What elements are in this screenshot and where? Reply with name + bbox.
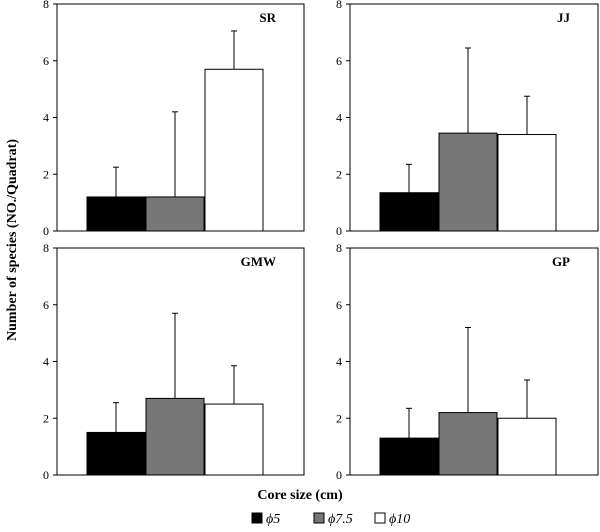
bar-sr-1: [86, 196, 146, 232]
y-tick-label: 2: [43, 167, 49, 181]
bar-gp-2: [438, 412, 498, 476]
y-tick-label: 4: [43, 111, 49, 125]
bar-gmw-3: [204, 403, 264, 476]
panel-label: GP: [552, 254, 570, 269]
y-tick-label: 4: [336, 111, 342, 125]
y-tick-label: 0: [43, 224, 49, 238]
legend-swatch: [313, 512, 325, 524]
legend-label: ϕ10: [389, 512, 410, 527]
bar-sr-3: [204, 68, 264, 232]
bar-jj-2: [438, 132, 498, 232]
legend-label: ϕ7.5: [328, 512, 353, 527]
panel-jj: 0 2 4 6 8 JJ: [336, 0, 599, 238]
bar-gp-3: [497, 417, 557, 476]
legend-item-1: ϕ5: [251, 512, 280, 527]
y-axis-title: Number of species (NO./Quadrat): [5, 139, 20, 341]
y-tick-label: 8: [336, 0, 342, 11]
legend-swatch: [251, 512, 263, 524]
y-tick-label: 4: [336, 355, 342, 369]
panel-label: GMW: [241, 254, 276, 269]
bar-gmw-2: [145, 397, 205, 476]
y-tick-label: 6: [43, 298, 49, 312]
legend-item-3: ϕ10: [374, 512, 410, 527]
y-tick-label: 4: [43, 355, 49, 369]
y-tick-label: 0: [43, 468, 49, 482]
legend: ϕ5 ϕ7.5 ϕ10: [251, 512, 410, 527]
panel-gp: 0 2 4 6 8 GP: [336, 241, 599, 482]
bar-jj-1: [379, 192, 439, 232]
x-axis-title: Core size (cm): [257, 488, 343, 503]
bar-gmw-1: [86, 431, 146, 476]
legend-label: ϕ5: [266, 512, 280, 527]
panel-gmw: 0 2 4 6 8 GMW: [43, 241, 305, 482]
panels: 0 2 4 6 8 SR 0 2 4 6 8 JJ 0 2 4 6 8 GMW 0 2 4 6 8 GP: [43, 0, 599, 482]
legend-item-2: ϕ7.5: [313, 512, 353, 527]
y-tick-label: 8: [43, 0, 49, 11]
panel-label: JJ: [557, 10, 571, 25]
bar-gp-1: [379, 437, 439, 476]
y-tick-label: 8: [336, 241, 342, 255]
y-tick-label: 0: [336, 224, 342, 238]
y-tick-label: 6: [336, 298, 342, 312]
y-tick-label: 2: [336, 167, 342, 181]
y-tick-label: 6: [43, 54, 49, 68]
y-tick-label: 2: [43, 411, 49, 425]
bar-sr-2: [145, 196, 205, 232]
panel-sr: 0 2 4 6 8 SR: [43, 0, 305, 238]
y-tick-label: 8: [43, 241, 49, 255]
panel-label: SR: [259, 10, 276, 25]
y-tick-label: 2: [336, 411, 342, 425]
y-tick-label: 0: [336, 468, 342, 482]
y-tick-label: 6: [336, 54, 342, 68]
legend-swatch: [374, 512, 386, 524]
bar-jj-3: [497, 134, 557, 232]
